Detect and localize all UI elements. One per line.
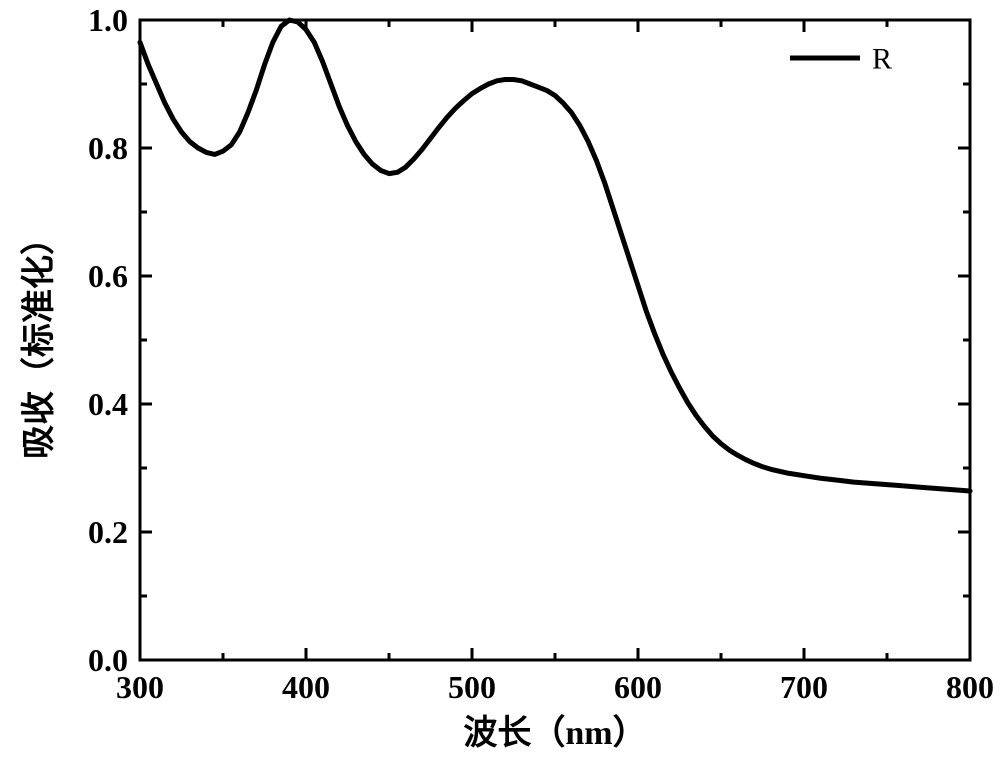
- y-tick-label: 0.0: [88, 642, 128, 678]
- y-tick-label: 0.6: [88, 258, 128, 294]
- x-tick-label: 500: [448, 669, 496, 705]
- x-tick-label: 400: [282, 669, 330, 705]
- x-tick-label: 800: [946, 669, 994, 705]
- x-tick-label: 700: [780, 669, 828, 705]
- plot-bg: [140, 20, 970, 660]
- absorption-chart: 3004005006007008000.00.20.40.60.81.0波长（n…: [0, 0, 1000, 766]
- y-tick-label: 0.8: [88, 130, 128, 166]
- y-tick-label: 1.0: [88, 2, 128, 38]
- x-tick-label: 600: [614, 669, 662, 705]
- legend-label: R: [872, 43, 892, 76]
- y-tick-label: 0.4: [88, 386, 128, 422]
- y-tick-label: 0.2: [88, 514, 128, 550]
- x-axis-label: 波长（nm）: [463, 713, 646, 752]
- chart-container: 3004005006007008000.00.20.40.60.81.0波长（n…: [0, 0, 1000, 766]
- y-axis-label: 吸收（标准化）: [19, 221, 58, 459]
